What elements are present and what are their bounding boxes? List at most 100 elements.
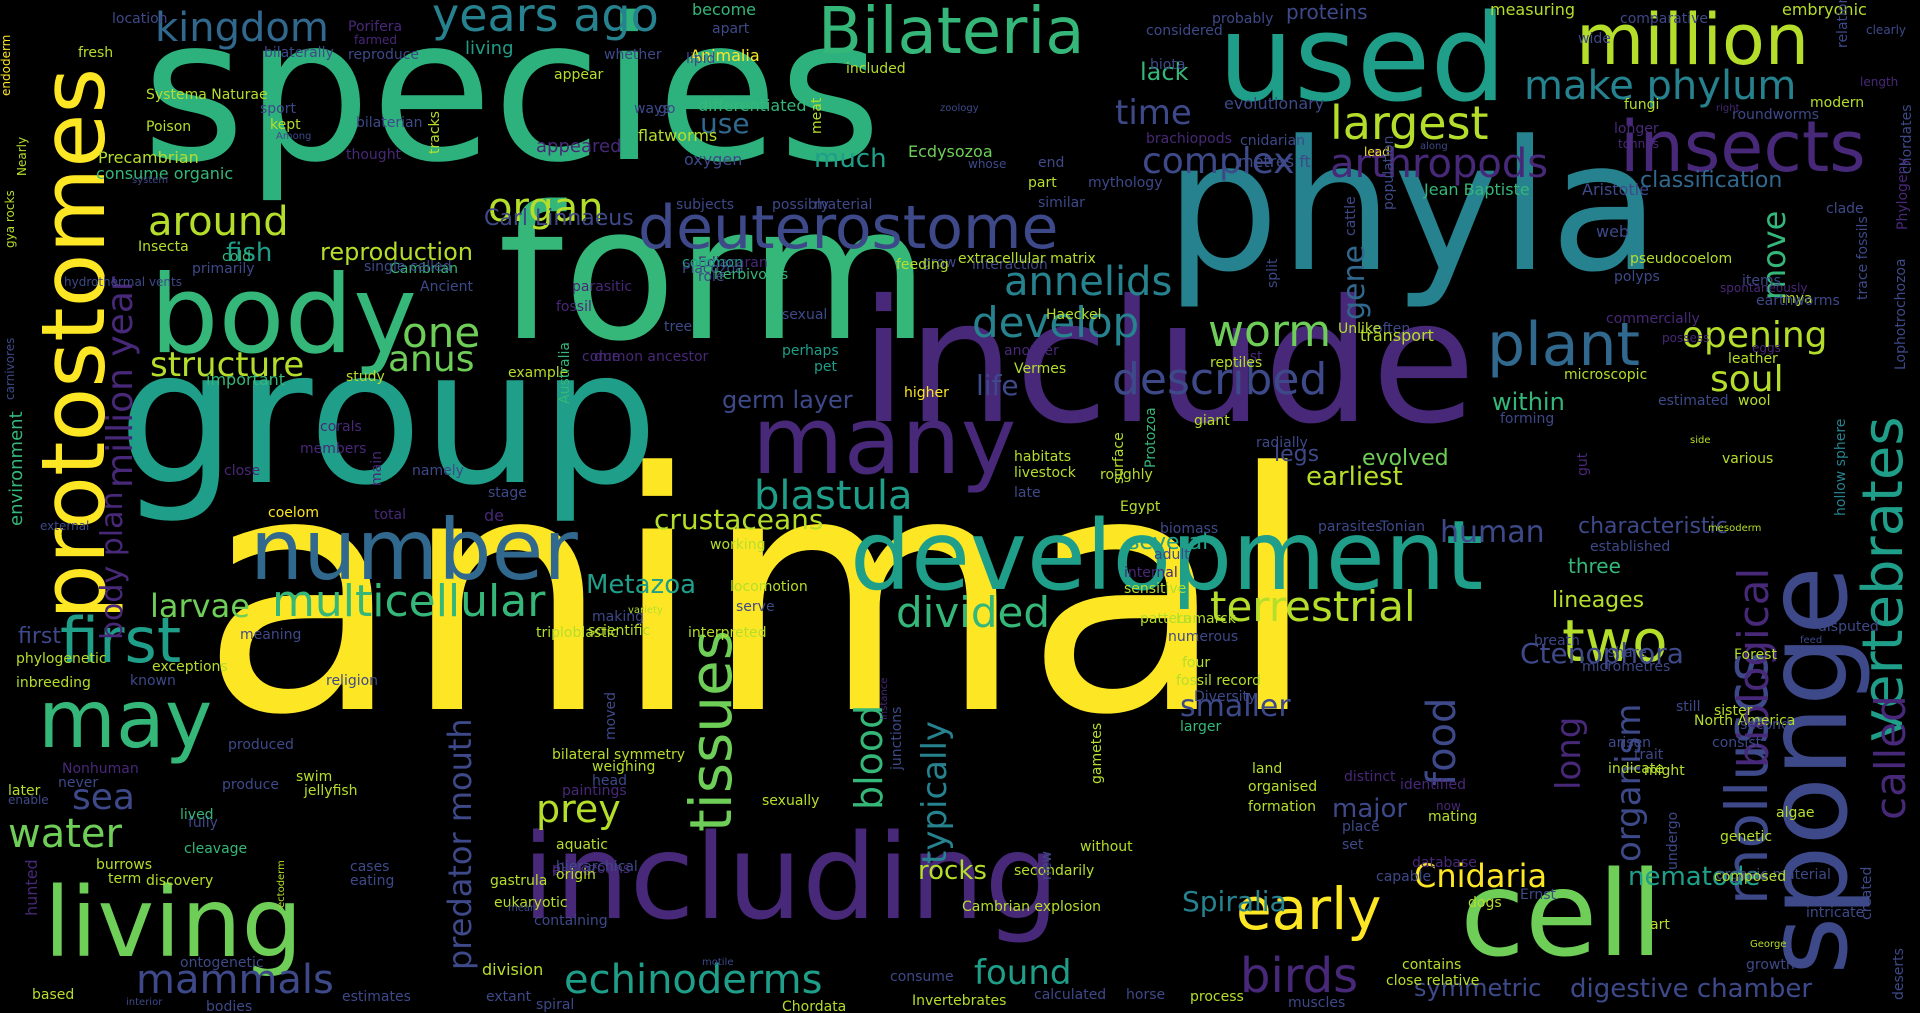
cloud-word: motile xyxy=(702,957,734,968)
cloud-word: second xyxy=(1740,717,1790,733)
cloud-word: leather xyxy=(1728,351,1778,367)
cloud-word: scientific xyxy=(588,623,651,639)
cloud-word: never xyxy=(58,775,99,791)
cloud-word: disputed xyxy=(1818,619,1879,635)
cloud-word: Metazoa xyxy=(586,570,697,600)
cloud-word: ways xyxy=(634,101,670,117)
cloud-word: earliest xyxy=(1306,462,1403,492)
cloud-word: lived xyxy=(180,807,214,823)
cloud-word: side xyxy=(1690,435,1711,446)
cloud-word: kingdom xyxy=(155,5,329,51)
cloud-word: appear xyxy=(554,67,604,83)
cloud-word: meaning xyxy=(240,627,302,643)
cloud-word: gya rocks xyxy=(3,190,17,248)
cloud-word: aquatic xyxy=(556,837,608,853)
cloud-word: species xyxy=(142,0,882,206)
cloud-word: environment xyxy=(6,411,27,526)
cloud-word: Unlike xyxy=(1338,321,1382,337)
cloud-word: Vermes xyxy=(1014,361,1067,377)
cloud-word: predator mouth xyxy=(441,718,479,970)
cloud-word: eating xyxy=(350,873,395,889)
cloud-word: whether xyxy=(604,47,662,63)
cloud-word: body plan xyxy=(95,491,130,640)
cloud-word: human xyxy=(1440,515,1545,550)
cloud-word: first xyxy=(18,624,61,649)
cloud-word: interpreted xyxy=(688,625,767,641)
cloud-word: microscopic xyxy=(1564,367,1648,383)
cloud-word: organised xyxy=(1248,779,1318,795)
cloud-word: Carl Linnaeus xyxy=(484,206,634,231)
cloud-word: modern xyxy=(1810,95,1865,111)
cloud-word: terrestrial xyxy=(1210,582,1416,631)
cloud-word: instance xyxy=(879,677,890,720)
cloud-word: various xyxy=(1722,451,1774,467)
cloud-word: proteins xyxy=(1286,0,1368,24)
cloud-word: undergo xyxy=(1665,811,1681,870)
cloud-word: spontaneously xyxy=(1720,281,1808,295)
cloud-word: birds xyxy=(1240,948,1359,1004)
cloud-word: mating xyxy=(1428,809,1478,825)
cloud-word: close xyxy=(224,463,261,479)
cloud-word: typically xyxy=(915,720,955,864)
cloud-word: items xyxy=(1742,273,1781,289)
cloud-word: List xyxy=(1238,349,1263,365)
cloud-word: primarily xyxy=(192,261,255,277)
cloud-word: burrows xyxy=(96,857,153,873)
cloud-word: early xyxy=(1236,875,1382,943)
cloud-word: included xyxy=(846,61,906,77)
cloud-word: growth xyxy=(1746,957,1795,973)
cloud-word: split xyxy=(1265,258,1281,288)
cloud-word: gastrula xyxy=(490,873,548,889)
cloud-word: length xyxy=(1860,75,1899,89)
cloud-word: hollow sphere xyxy=(1833,418,1849,516)
cloud-word: now xyxy=(1436,799,1461,813)
cloud-word: grow xyxy=(922,255,957,271)
cloud-word: legs xyxy=(1274,442,1320,467)
cloud-word: may xyxy=(38,673,213,766)
cloud-word: cell xyxy=(1460,845,1664,983)
cloud-word: ectoderm xyxy=(276,860,287,908)
cloud-word: bodies xyxy=(206,999,253,1013)
cloud-word: estimated xyxy=(1658,393,1729,409)
cloud-word: cattle xyxy=(1343,196,1359,236)
cloud-word: Forest xyxy=(1734,647,1777,663)
cloud-word: fossil xyxy=(556,299,592,315)
cloud-word: parasites xyxy=(1318,519,1383,535)
cloud-word: head xyxy=(592,773,627,789)
cloud-word: moved xyxy=(603,692,619,740)
cloud-word: Cambrian explosion xyxy=(962,899,1102,915)
cloud-word: living xyxy=(465,38,514,59)
cloud-word: consist xyxy=(1712,735,1762,751)
cloud-word: internal xyxy=(1124,565,1178,581)
cloud-word: possess xyxy=(1662,331,1710,345)
cloud-word: metres ft xyxy=(1238,152,1311,171)
cloud-word: division xyxy=(482,960,544,979)
cloud-word: oxygen xyxy=(684,150,743,169)
cloud-word: often xyxy=(1374,321,1411,337)
cloud-word: share xyxy=(1608,645,1647,661)
cloud-word: brachiopods xyxy=(1146,131,1232,147)
cloud-word: Diversity xyxy=(1194,689,1257,705)
cloud-word: exceptions xyxy=(152,659,228,675)
cloud-word: anus xyxy=(388,339,475,380)
cloud-word: paintings xyxy=(562,783,627,799)
cloud-word: appeared xyxy=(536,136,622,157)
cloud-word: insects xyxy=(1620,106,1866,188)
cloud-word: fish xyxy=(226,238,273,268)
cloud-word: cleavage xyxy=(184,841,248,857)
cloud-word: along xyxy=(1420,141,1448,152)
cloud-word: without xyxy=(1080,839,1133,855)
cloud-word: Lamarck xyxy=(1176,611,1236,627)
cloud-word: worm xyxy=(1208,306,1332,357)
cloud-word: pseudocoelom xyxy=(1630,251,1733,267)
cloud-word: phylogenetic xyxy=(16,651,107,667)
cloud-word: variety xyxy=(628,605,663,616)
cloud-word: fully xyxy=(188,815,218,831)
cloud-word: capable xyxy=(1376,869,1432,885)
cloud-word: larger xyxy=(1180,719,1222,735)
cloud-word: Bilateria xyxy=(818,0,1085,69)
cloud-word: go xyxy=(658,101,676,117)
cloud-word: herbivores xyxy=(714,267,789,283)
cloud-word: transport xyxy=(1360,326,1434,345)
cloud-word: bilaterian xyxy=(356,115,423,131)
